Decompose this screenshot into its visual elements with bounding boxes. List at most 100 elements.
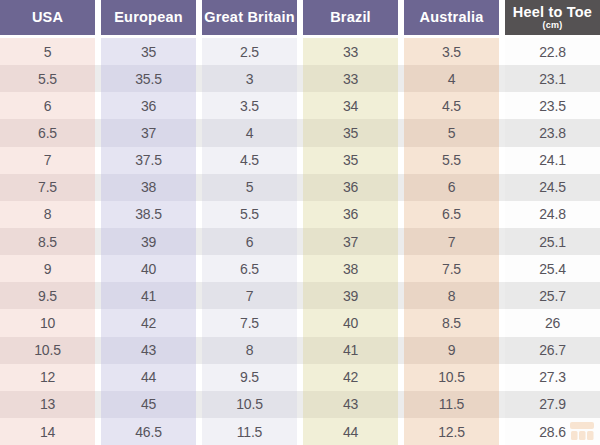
cell-usa: 6.5 xyxy=(0,119,95,146)
cell-european: 40 xyxy=(101,255,196,282)
cell-brazil: 34 xyxy=(303,92,398,119)
cell-usa: 13 xyxy=(0,391,95,418)
cell-great-britain: 6 xyxy=(202,228,297,255)
cell-brazil: 40 xyxy=(303,309,398,336)
header-cell-usa: USA xyxy=(0,0,95,35)
table-row: 6.5 37 4 35 5 23.8 xyxy=(0,119,600,146)
cell-brazil: 33 xyxy=(303,38,398,65)
cell-australia: 5 xyxy=(404,119,499,146)
cell-great-britain: 3.5 xyxy=(202,92,297,119)
cell-european: 46.5 xyxy=(101,418,196,445)
header-cell-european: European xyxy=(101,0,196,35)
cell-usa: 6 xyxy=(0,92,95,119)
cell-brazil: 39 xyxy=(303,282,398,309)
cell-great-britain: 7 xyxy=(202,282,297,309)
watermark-logo-icon xyxy=(569,420,595,442)
header-label-great-britain: Great Britain xyxy=(204,10,294,25)
header-label-heel-to-toe: Heel to Toe xyxy=(513,5,592,20)
table-body: 5 35 2.5 33 3.5 22.8 5.5 35.5 3 33 4 23.… xyxy=(0,38,600,445)
size-conversion-table: USA European Great Britain Brazil Austra… xyxy=(0,0,600,445)
cell-australia: 4 xyxy=(404,65,499,92)
table-row: 9.5 41 7 39 8 25.7 xyxy=(0,282,600,309)
cell-australia: 9 xyxy=(404,337,499,364)
cell-heel-to-toe: 27.3 xyxy=(505,364,600,391)
table-row: 10 42 7.5 40 8.5 26 xyxy=(0,309,600,336)
cell-heel-to-toe: 26.7 xyxy=(505,337,600,364)
cell-brazil: 41 xyxy=(303,337,398,364)
cell-usa: 8 xyxy=(0,201,95,228)
cell-european: 35.5 xyxy=(101,65,196,92)
table-row: 12 44 9.5 42 10.5 27.3 xyxy=(0,364,600,391)
cell-australia: 4.5 xyxy=(404,92,499,119)
cell-australia: 5.5 xyxy=(404,147,499,174)
cell-european: 41 xyxy=(101,282,196,309)
cell-great-britain: 8 xyxy=(202,337,297,364)
header-cell-heel-to-toe: Heel to Toe (cm) xyxy=(505,0,600,35)
cell-brazil: 38 xyxy=(303,255,398,282)
table-row: 7.5 38 5 36 6 24.5 xyxy=(0,174,600,201)
table-row: 5 35 2.5 33 3.5 22.8 xyxy=(0,38,600,65)
cell-brazil: 35 xyxy=(303,147,398,174)
cell-australia: 3.5 xyxy=(404,38,499,65)
table-header-row: USA European Great Britain Brazil Austra… xyxy=(0,0,600,35)
cell-usa: 12 xyxy=(0,364,95,391)
cell-european: 37 xyxy=(101,119,196,146)
cell-european: 35 xyxy=(101,38,196,65)
header-sublabel-cm: (cm) xyxy=(543,21,563,30)
cell-european: 38.5 xyxy=(101,201,196,228)
cell-usa: 7.5 xyxy=(0,174,95,201)
header-label-european: European xyxy=(114,10,182,25)
cell-australia: 6.5 xyxy=(404,201,499,228)
cell-heel-to-toe: 23.1 xyxy=(505,65,600,92)
cell-great-britain: 2.5 xyxy=(202,38,297,65)
cell-european: 44 xyxy=(101,364,196,391)
cell-usa: 9.5 xyxy=(0,282,95,309)
cell-european: 45 xyxy=(101,391,196,418)
cell-great-britain: 11.5 xyxy=(202,418,297,445)
cell-great-britain: 6.5 xyxy=(202,255,297,282)
cell-brazil: 42 xyxy=(303,364,398,391)
header-cell-australia: Australia xyxy=(404,0,499,35)
cell-heel-to-toe: 24.1 xyxy=(505,147,600,174)
header-label-usa: USA xyxy=(32,10,63,25)
cell-great-britain: 7.5 xyxy=(202,309,297,336)
cell-australia: 7 xyxy=(404,228,499,255)
cell-usa: 5 xyxy=(0,38,95,65)
cell-great-britain: 4.5 xyxy=(202,147,297,174)
cell-great-britain: 9.5 xyxy=(202,364,297,391)
table-row: 10.5 43 8 41 9 26.7 xyxy=(0,337,600,364)
cell-european: 37.5 xyxy=(101,147,196,174)
cell-great-britain: 10.5 xyxy=(202,391,297,418)
table-row: 13 45 10.5 43 11.5 27.9 xyxy=(0,391,600,418)
cell-brazil: 44 xyxy=(303,418,398,445)
cell-australia: 6 xyxy=(404,174,499,201)
cell-heel-to-toe: 27.9 xyxy=(505,391,600,418)
cell-great-britain: 5.5 xyxy=(202,201,297,228)
cell-australia: 7.5 xyxy=(404,255,499,282)
cell-great-britain: 4 xyxy=(202,119,297,146)
cell-brazil: 43 xyxy=(303,391,398,418)
cell-heel-to-toe: 25.4 xyxy=(505,255,600,282)
header-cell-brazil: Brazil xyxy=(303,0,398,35)
cell-european: 43 xyxy=(101,337,196,364)
cell-heel-to-toe: 24.5 xyxy=(505,174,600,201)
cell-usa: 14 xyxy=(0,418,95,445)
cell-heel-to-toe: 25.7 xyxy=(505,282,600,309)
cell-usa: 5.5 xyxy=(0,65,95,92)
cell-brazil: 36 xyxy=(303,201,398,228)
cell-european: 38 xyxy=(101,174,196,201)
cell-australia: 10.5 xyxy=(404,364,499,391)
table-row: 8.5 39 6 37 7 25.1 xyxy=(0,228,600,255)
cell-great-britain: 3 xyxy=(202,65,297,92)
cell-european: 42 xyxy=(101,309,196,336)
cell-heel-to-toe: 24.8 xyxy=(505,201,600,228)
cell-heel-to-toe: 25.1 xyxy=(505,228,600,255)
table-row: 14 46.5 11.5 44 12.5 28.6 xyxy=(0,418,600,445)
cell-heel-to-toe: 26 xyxy=(505,309,600,336)
cell-brazil: 33 xyxy=(303,65,398,92)
cell-usa: 10 xyxy=(0,309,95,336)
cell-brazil: 37 xyxy=(303,228,398,255)
cell-australia: 8 xyxy=(404,282,499,309)
cell-usa: 8.5 xyxy=(0,228,95,255)
header-label-brazil: Brazil xyxy=(330,10,371,25)
